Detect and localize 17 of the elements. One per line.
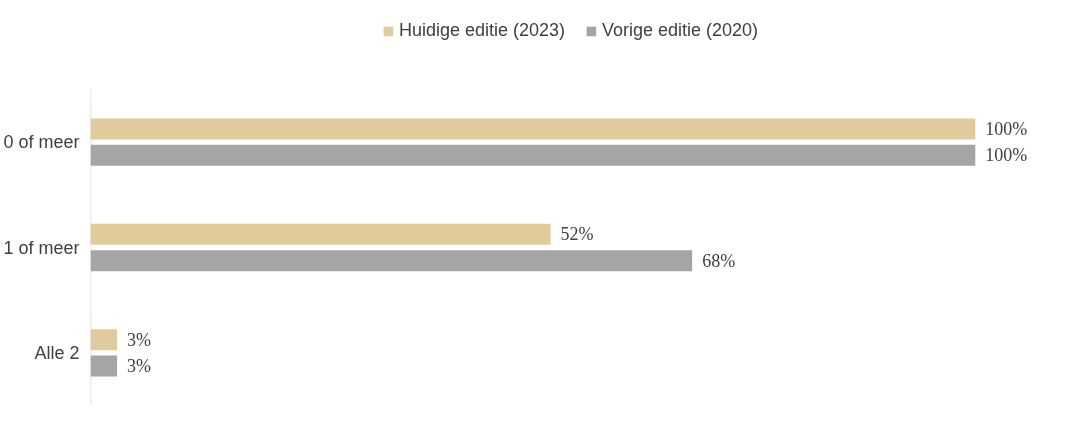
bar bbox=[90, 250, 693, 272]
data-label: 100% bbox=[985, 145, 1028, 166]
data-label: 68% bbox=[702, 250, 736, 271]
data-label: 100% bbox=[985, 119, 1028, 139]
y-tick-label: 0 of meer bbox=[3, 132, 80, 153]
legend-label: Huidige editie (2023) bbox=[398, 20, 565, 41]
data-label: 3% bbox=[127, 356, 152, 376]
bar bbox=[90, 329, 118, 351]
bar bbox=[90, 355, 118, 377]
y-tick-label: 1 of meer bbox=[3, 237, 80, 258]
data-label: 3% bbox=[127, 329, 152, 350]
bar bbox=[90, 118, 976, 140]
legend-label: Vorige editie (2020) bbox=[602, 20, 759, 41]
bar bbox=[90, 223, 551, 245]
bar bbox=[90, 144, 976, 166]
y-tick-label: Alle 2 bbox=[34, 342, 80, 363]
data-label: 52% bbox=[560, 224, 594, 245]
